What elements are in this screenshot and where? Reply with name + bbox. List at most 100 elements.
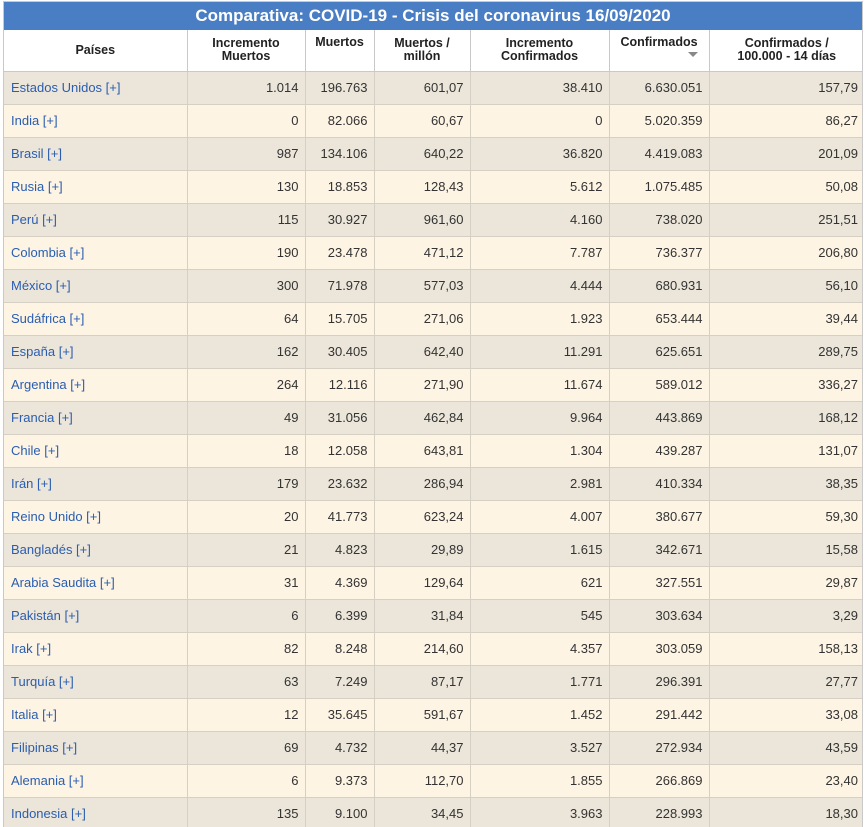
country-link[interactable]: Arabia Saudita [+]	[11, 575, 115, 590]
country-link[interactable]: Colombia [+]	[11, 245, 85, 260]
cell-muertos: 8.248	[304, 631, 374, 665]
cell-pais[interactable]: Argentina [+]	[4, 367, 187, 401]
cell-pais[interactable]: Francia [+]	[4, 400, 187, 434]
cell-pais[interactable]: Rusia [+]	[4, 169, 187, 203]
cell-muertos: 12.116	[304, 367, 374, 401]
cell-pais[interactable]: Perú [+]	[4, 202, 187, 236]
country-link[interactable]: Pakistán [+]	[11, 608, 80, 623]
cell-pais[interactable]: Reino Unido [+]	[4, 499, 187, 533]
cell-muertos: 82.066	[304, 103, 374, 137]
cell-confirmados-100k: 201,09	[708, 136, 862, 170]
cell-pais[interactable]: Colombia [+]	[4, 235, 187, 269]
cell-incremento-confirmados: 4.444	[469, 268, 609, 302]
cell-confirmados-100k: 18,30	[708, 796, 862, 827]
cell-pais[interactable]: Sudáfrica [+]	[4, 301, 187, 335]
country-link[interactable]: México [+]	[11, 278, 71, 293]
country-link[interactable]: Argentina [+]	[11, 377, 86, 392]
cell-confirmados-100k: 86,27	[708, 103, 862, 137]
column-header-paises[interactable]: Países	[4, 30, 187, 72]
column-header-confirmados-100k[interactable]: Confirmados / 100.000 - 14 días	[708, 30, 862, 72]
table-row: Indonesia [+] 135 9.100 34,45 3.963 228.…	[4, 796, 862, 827]
cell-muertos-millon: 642,40	[373, 334, 470, 368]
cell-pais[interactable]: Bangladés [+]	[4, 532, 187, 566]
cell-muertos-millon: 29,89	[373, 532, 470, 566]
country-link[interactable]: Francia [+]	[11, 410, 73, 425]
table-row: España [+] 162 30.405 642,40 11.291 625.…	[4, 334, 862, 368]
cell-pais[interactable]: Brasil [+]	[4, 136, 187, 170]
column-header-incremento-muertos[interactable]: Incremento Muertos	[186, 30, 305, 72]
country-link[interactable]: Sudáfrica [+]	[11, 311, 85, 326]
column-header-confirmados[interactable]: Confirmados	[608, 30, 709, 72]
cell-muertos: 9.373	[304, 763, 374, 797]
cell-confirmados-100k: 251,51	[708, 202, 862, 236]
cell-pais[interactable]: India [+]	[4, 103, 187, 137]
cell-incremento-muertos: 300	[186, 268, 305, 302]
cell-incremento-confirmados: 1.615	[469, 532, 609, 566]
cell-pais[interactable]: Pakistán [+]	[4, 598, 187, 632]
cell-muertos: 71.978	[304, 268, 374, 302]
table-row: Arabia Saudita [+] 31 4.369 129,64 621 3…	[4, 565, 862, 599]
country-link[interactable]: Chile [+]	[11, 443, 60, 458]
country-link[interactable]: Italia [+]	[11, 707, 57, 722]
cell-confirmados: 736.377	[608, 235, 709, 269]
country-link[interactable]: Bangladés [+]	[11, 542, 91, 557]
cell-incremento-confirmados: 9.964	[469, 400, 609, 434]
cell-confirmados-100k: 43,59	[708, 730, 862, 764]
column-header-incremento-confirmados[interactable]: Incremento Confirmados	[469, 30, 609, 72]
cell-confirmados-100k: 157,79	[708, 70, 862, 104]
cell-pais[interactable]: Italia [+]	[4, 697, 187, 731]
cell-confirmados-100k: 39,44	[708, 301, 862, 335]
column-header-label: Confirmados	[620, 35, 698, 49]
country-link[interactable]: Rusia [+]	[11, 179, 63, 194]
country-link[interactable]: Irak [+]	[11, 641, 52, 656]
country-link[interactable]: Estados Unidos [+]	[11, 80, 121, 95]
cell-pais[interactable]: España [+]	[4, 334, 187, 368]
country-link[interactable]: Alemania [+]	[11, 773, 84, 788]
table-row: Rusia [+] 130 18.853 128,43 5.612 1.075.…	[4, 169, 862, 203]
cell-incremento-muertos: 18	[186, 433, 305, 467]
cell-pais[interactable]: México [+]	[4, 268, 187, 302]
cell-pais[interactable]: Irán [+]	[4, 466, 187, 500]
cell-confirmados: 303.059	[608, 631, 709, 665]
cell-pais[interactable]: Irak [+]	[4, 631, 187, 665]
table-row: Estados Unidos [+] 1.014 196.763 601,07 …	[4, 70, 862, 104]
country-link[interactable]: India [+]	[11, 113, 58, 128]
cell-confirmados: 5.020.359	[608, 103, 709, 137]
cell-pais[interactable]: Alemania [+]	[4, 763, 187, 797]
cell-muertos: 4.823	[304, 532, 374, 566]
cell-pais[interactable]: Estados Unidos [+]	[4, 70, 187, 104]
cell-muertos-millon: 462,84	[373, 400, 470, 434]
country-link[interactable]: Filipinas [+]	[11, 740, 78, 755]
cell-incremento-confirmados: 4.160	[469, 202, 609, 236]
cell-muertos-millon: 271,90	[373, 367, 470, 401]
country-link[interactable]: Irán [+]	[11, 476, 52, 491]
country-link[interactable]: España [+]	[11, 344, 74, 359]
cell-pais[interactable]: Indonesia [+]	[4, 796, 187, 827]
cell-pais[interactable]: Turquía [+]	[4, 664, 187, 698]
cell-muertos: 23.478	[304, 235, 374, 269]
cell-pais[interactable]: Arabia Saudita [+]	[4, 565, 187, 599]
cell-muertos-millon: 640,22	[373, 136, 470, 170]
cell-muertos: 30.405	[304, 334, 374, 368]
cell-muertos: 7.249	[304, 664, 374, 698]
column-header-muertos-millon[interactable]: Muertos / millón	[373, 30, 470, 72]
cell-incremento-muertos: 162	[186, 334, 305, 368]
column-header-muertos[interactable]: Muertos	[304, 30, 374, 72]
table-row: Bangladés [+] 21 4.823 29,89 1.615 342.6…	[4, 532, 862, 566]
cell-pais[interactable]: Filipinas [+]	[4, 730, 187, 764]
cell-incremento-confirmados: 4.007	[469, 499, 609, 533]
cell-pais[interactable]: Chile [+]	[4, 433, 187, 467]
country-link[interactable]: Perú [+]	[11, 212, 57, 227]
country-link[interactable]: Reino Unido [+]	[11, 509, 101, 524]
sort-descending-icon	[688, 52, 698, 57]
column-header-label: Incremento	[212, 36, 280, 51]
cell-muertos-millon: 34,45	[373, 796, 470, 827]
country-link[interactable]: Brasil [+]	[11, 146, 62, 161]
cell-confirmados: 4.419.083	[608, 136, 709, 170]
cell-incremento-muertos: 31	[186, 565, 305, 599]
cell-confirmados-100k: 56,10	[708, 268, 862, 302]
country-link[interactable]: Indonesia [+]	[11, 806, 86, 822]
cell-incremento-confirmados: 1.923	[469, 301, 609, 335]
cell-incremento-muertos: 82	[186, 631, 305, 665]
country-link[interactable]: Turquía [+]	[11, 674, 74, 689]
